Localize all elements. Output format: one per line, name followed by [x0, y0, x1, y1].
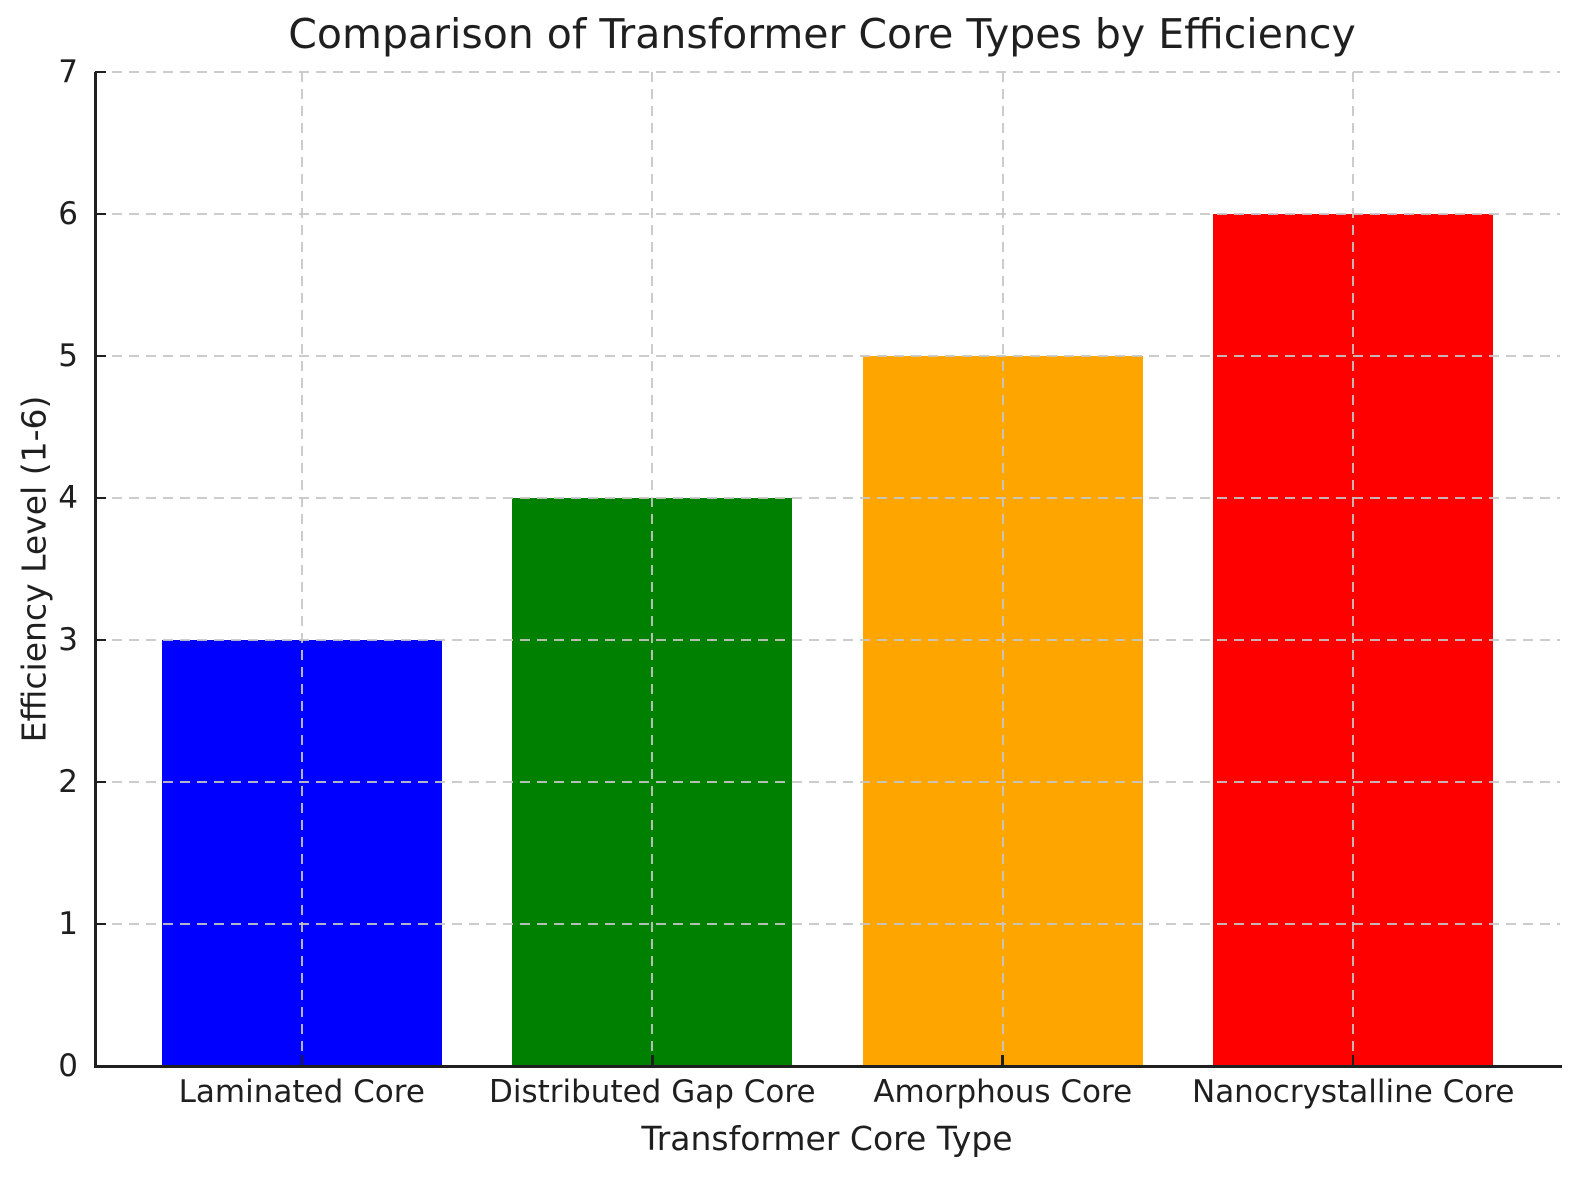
- grid-line-vertical: [300, 72, 303, 1066]
- y-tick-label: 5: [58, 338, 78, 374]
- y-tick-mark: [95, 70, 106, 74]
- x-tick-mark: [300, 1055, 304, 1066]
- y-tick-mark: [95, 496, 106, 500]
- y-tick-label: 4: [58, 480, 78, 516]
- chart-title: Comparison of Transformer Core Types by …: [288, 10, 1356, 58]
- y-tick-mark: [95, 922, 106, 926]
- grid-line-horizontal: [95, 213, 1560, 215]
- y-tick-label: 1: [58, 906, 78, 942]
- grid-line-horizontal: [95, 639, 1560, 641]
- x-tick-label: Amorphous Core: [873, 1074, 1133, 1110]
- x-tick-label: Laminated Core: [178, 1074, 425, 1110]
- y-axis-spine: [93, 72, 97, 1068]
- x-tick-label: Nanocrystalline Core: [1192, 1074, 1515, 1110]
- y-tick-mark: [95, 780, 106, 784]
- y-tick-label: 7: [58, 54, 78, 90]
- y-tick-mark: [95, 1064, 106, 1068]
- x-axis-label: Transformer Core Type: [641, 1119, 1013, 1158]
- plot-area: [93, 70, 1562, 1068]
- grid-line-horizontal: [95, 923, 1560, 925]
- y-tick-mark: [95, 212, 106, 216]
- grid-line-vertical: [1001, 72, 1004, 1066]
- grid-line-vertical: [1352, 72, 1355, 1066]
- y-tick-label: 0: [58, 1048, 78, 1084]
- x-tick-label: Distributed Gap Core: [488, 1074, 816, 1110]
- y-tick-label: 3: [58, 622, 78, 658]
- grid-line-horizontal: [95, 355, 1560, 357]
- x-axis-spine: [93, 1064, 1562, 1068]
- grid-line-horizontal: [95, 781, 1560, 783]
- grid-line-vertical: [651, 72, 654, 1066]
- y-tick-label: 2: [58, 764, 78, 800]
- y-tick-mark: [95, 354, 106, 358]
- grid-line-horizontal: [95, 497, 1560, 499]
- x-tick-mark: [1351, 1055, 1355, 1066]
- y-tick-mark: [95, 638, 106, 642]
- x-tick-mark: [651, 1055, 654, 1066]
- y-tick-label: 6: [58, 196, 78, 232]
- grid-line-horizontal: [95, 71, 1560, 73]
- y-axis-label: Efficiency Level (1-6): [14, 395, 54, 743]
- x-tick-mark: [1001, 1055, 1004, 1066]
